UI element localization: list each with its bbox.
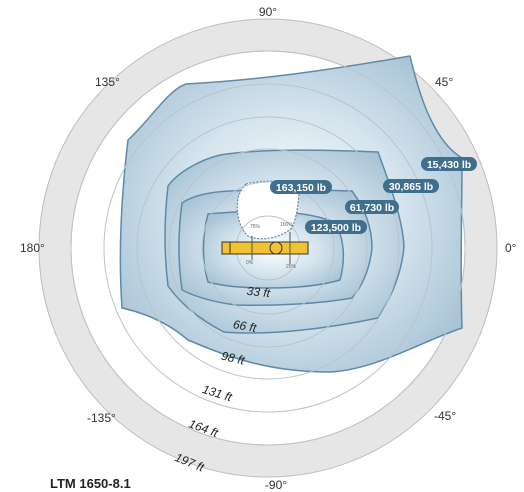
support-pct-25: 25% [286, 264, 297, 270]
crane-carrier [221, 232, 309, 264]
distance-label-33ft: 33 ft [246, 284, 271, 300]
crane-model-label: LTM 1650-8.1 [50, 476, 131, 491]
angle-label-90: 90° [259, 5, 277, 19]
angle-label-minus-45: -45° [434, 409, 456, 423]
load-label-15430: 15,430 lb [421, 157, 477, 171]
support-pct-0: 0% [246, 260, 254, 266]
angle-label-minus-135: -135° [87, 411, 116, 425]
svg-text:15,430 lb: 15,430 lb [427, 159, 471, 171]
support-pct-100: 100% [280, 222, 293, 228]
angle-label-180: 180° [20, 241, 45, 255]
distance-label-98ft: 98 ft [220, 349, 247, 368]
support-pct-75: 75% [250, 224, 261, 230]
load-label-123500: 123,500 lb [305, 220, 367, 234]
angle-label-minus-90: -90° [265, 478, 287, 492]
distance-label-66ft: 66 ft [232, 317, 258, 335]
svg-text:61,730 lb: 61,730 lb [350, 202, 394, 214]
load-label-30865: 30,865 lb [383, 179, 439, 193]
svg-text:30,865 lb: 30,865 lb [389, 181, 433, 193]
angle-label-0: 0° [505, 241, 517, 255]
load-label-61730: 61,730 lb [345, 200, 399, 214]
svg-text:163,150 lb: 163,150 lb [276, 182, 326, 194]
load-label-163150: 163,150 lb [270, 180, 332, 194]
distance-rings [70, 50, 466, 446]
angle-label-45: 45° [435, 75, 453, 89]
angle-label-135: 135° [95, 75, 120, 89]
svg-text:123,500 lb: 123,500 lb [311, 222, 361, 234]
